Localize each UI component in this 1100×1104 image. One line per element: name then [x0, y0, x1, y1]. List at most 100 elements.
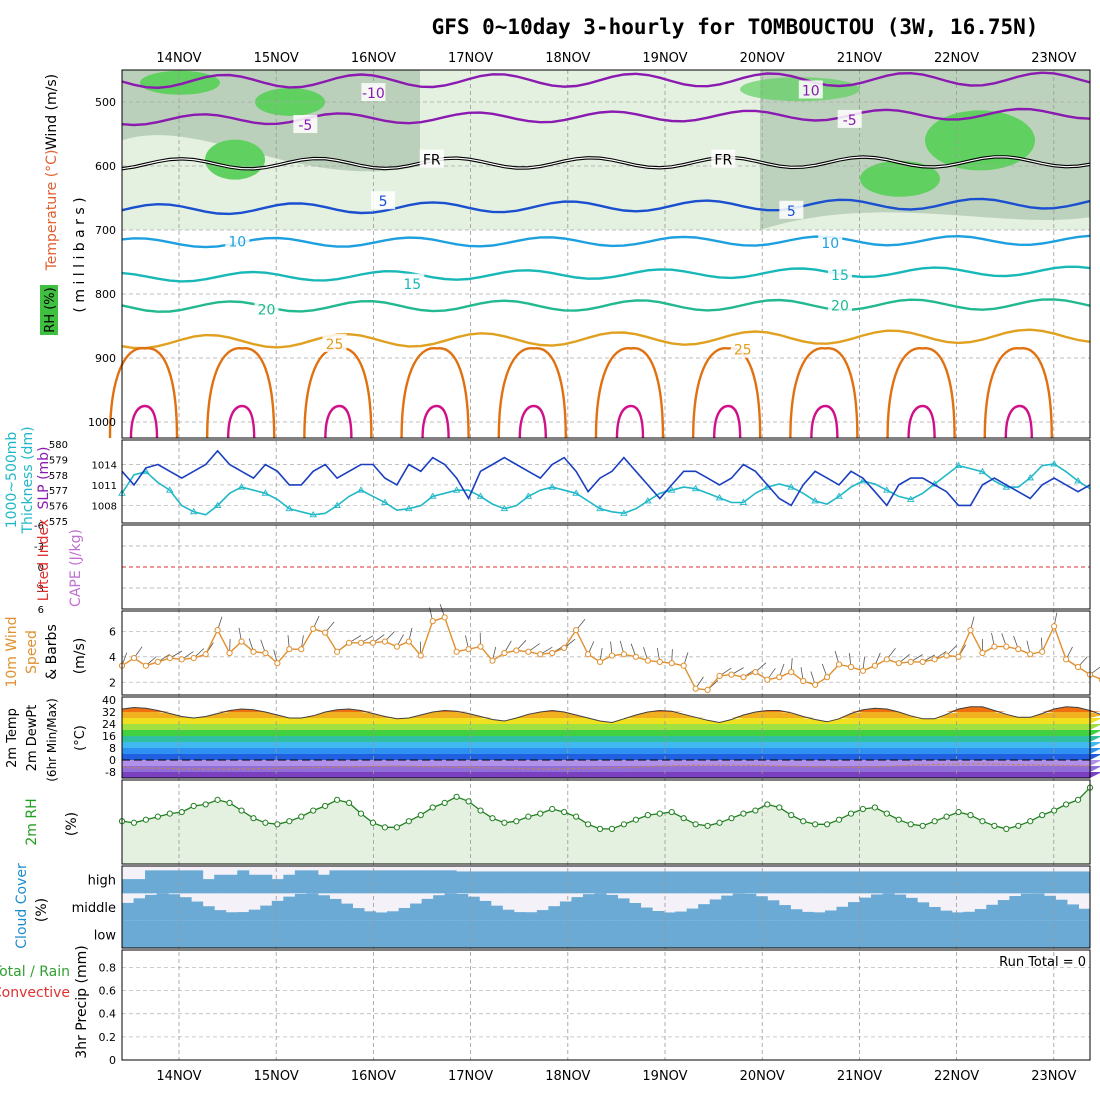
cloud-cell — [1009, 871, 1021, 893]
cloud-cell — [744, 921, 756, 948]
wind10-marker — [705, 687, 710, 692]
pressure-tick-label: 900 — [95, 352, 116, 365]
axis-title-speed: Speed — [24, 630, 40, 674]
wind10-tick-label: 6 — [109, 625, 116, 638]
wind10-marker — [801, 678, 806, 683]
isotherm-label: 5 — [379, 194, 388, 210]
isotherm-label: 25 — [734, 343, 752, 359]
rh-marker — [789, 813, 794, 818]
wind10-marker — [143, 663, 148, 668]
rh-marker — [191, 803, 196, 808]
cloud-cell — [537, 910, 549, 921]
rh-marker — [227, 800, 232, 805]
cloud-level-label: high — [88, 874, 116, 889]
rh-marker — [932, 819, 937, 824]
wind10-marker — [227, 650, 232, 655]
cloud-cell — [641, 921, 653, 948]
cloud-cell — [491, 871, 503, 893]
rh-marker — [705, 823, 710, 828]
cloud-cell — [180, 897, 192, 920]
slp-tick-label: 1008 — [92, 501, 117, 512]
cloud-cell — [134, 898, 146, 920]
cloud-cell — [237, 921, 249, 948]
cloud-cell — [1032, 871, 1044, 893]
precip-tick-label: 0.8 — [99, 961, 117, 974]
rh-marker — [1052, 808, 1057, 813]
cloud-cell — [618, 871, 630, 893]
axis-title-10m-wind: 10m Wind — [4, 616, 20, 687]
cloud-cell — [986, 871, 998, 893]
rh-marker — [346, 800, 351, 805]
cloud-cell — [502, 921, 514, 948]
cloud-cell — [180, 870, 192, 893]
rh-marker — [717, 820, 722, 825]
cloud-cell — [283, 897, 295, 921]
wind10-marker — [299, 647, 304, 652]
cloud-cell — [687, 871, 699, 893]
cloud-cell — [283, 921, 295, 948]
cloud-cell — [641, 871, 653, 893]
cloud-cell — [721, 921, 733, 948]
cloud-cell — [237, 912, 249, 921]
isotherm-label: -10 — [362, 86, 385, 102]
cloud-cell — [387, 870, 399, 893]
rh-marker — [574, 814, 579, 819]
wind10-marker — [454, 649, 459, 654]
cloud-cell — [583, 871, 595, 893]
cloud-cell — [975, 871, 987, 893]
cloud-cell — [813, 871, 825, 893]
cloud-cell — [249, 875, 261, 894]
rh-marker — [980, 819, 985, 824]
cloud-cell — [456, 921, 468, 948]
isotherm-label: -5 — [298, 118, 312, 134]
rh-marker — [1016, 823, 1021, 828]
cloud-cell — [433, 870, 445, 893]
wind10-marker — [681, 663, 686, 668]
rh-marker — [836, 817, 841, 822]
rh-marker — [131, 820, 136, 825]
cloud-cell — [226, 912, 238, 920]
cloud-cell — [560, 921, 572, 948]
slp-tick-label: 1014 — [92, 460, 117, 471]
cloud-cell — [318, 895, 330, 920]
wind10-marker — [358, 640, 363, 645]
li-tick-label: 6 — [38, 605, 44, 616]
rh-green-patch — [205, 140, 265, 180]
wind10-marker — [896, 661, 901, 666]
rh-marker — [502, 820, 507, 825]
cloud-cell — [445, 870, 457, 893]
cloud-cell — [571, 897, 583, 921]
wind10-marker — [502, 650, 507, 655]
cloud-cell — [283, 875, 295, 894]
wind10-marker — [777, 675, 782, 680]
cloud-cell — [122, 879, 134, 893]
wind10-marker — [980, 650, 985, 655]
date-label-top: 21NOV — [837, 51, 882, 66]
cloud-cell — [491, 921, 503, 948]
axis-title-2m-dewpt: 2m DewPt — [25, 705, 40, 772]
cloud-cell — [525, 921, 537, 948]
wind10-marker — [478, 644, 483, 649]
cloud-cell — [479, 871, 491, 893]
wind10-marker — [574, 627, 579, 632]
cloud-cell — [214, 875, 226, 894]
wind10-marker — [275, 661, 280, 666]
cloud-cell — [537, 921, 549, 948]
wind10-marker — [251, 649, 256, 654]
cloud-cell — [364, 870, 376, 893]
date-label-bottom: 17NOV — [448, 1069, 493, 1084]
cloud-cell — [376, 912, 388, 920]
date-label-bottom: 15NOV — [254, 1069, 299, 1084]
cloud-cell — [664, 871, 676, 893]
cloud-cell — [583, 921, 595, 948]
cloud-cell — [825, 871, 837, 893]
wind10-marker — [263, 650, 268, 655]
rh-marker — [681, 816, 686, 821]
cloud-cell — [813, 921, 825, 948]
cloud-cell — [963, 871, 975, 893]
rh-marker — [657, 811, 662, 816]
rh-marker — [944, 814, 949, 819]
cloud-cell — [214, 921, 226, 948]
cloud-cell — [606, 871, 618, 893]
rh-marker — [777, 805, 782, 810]
